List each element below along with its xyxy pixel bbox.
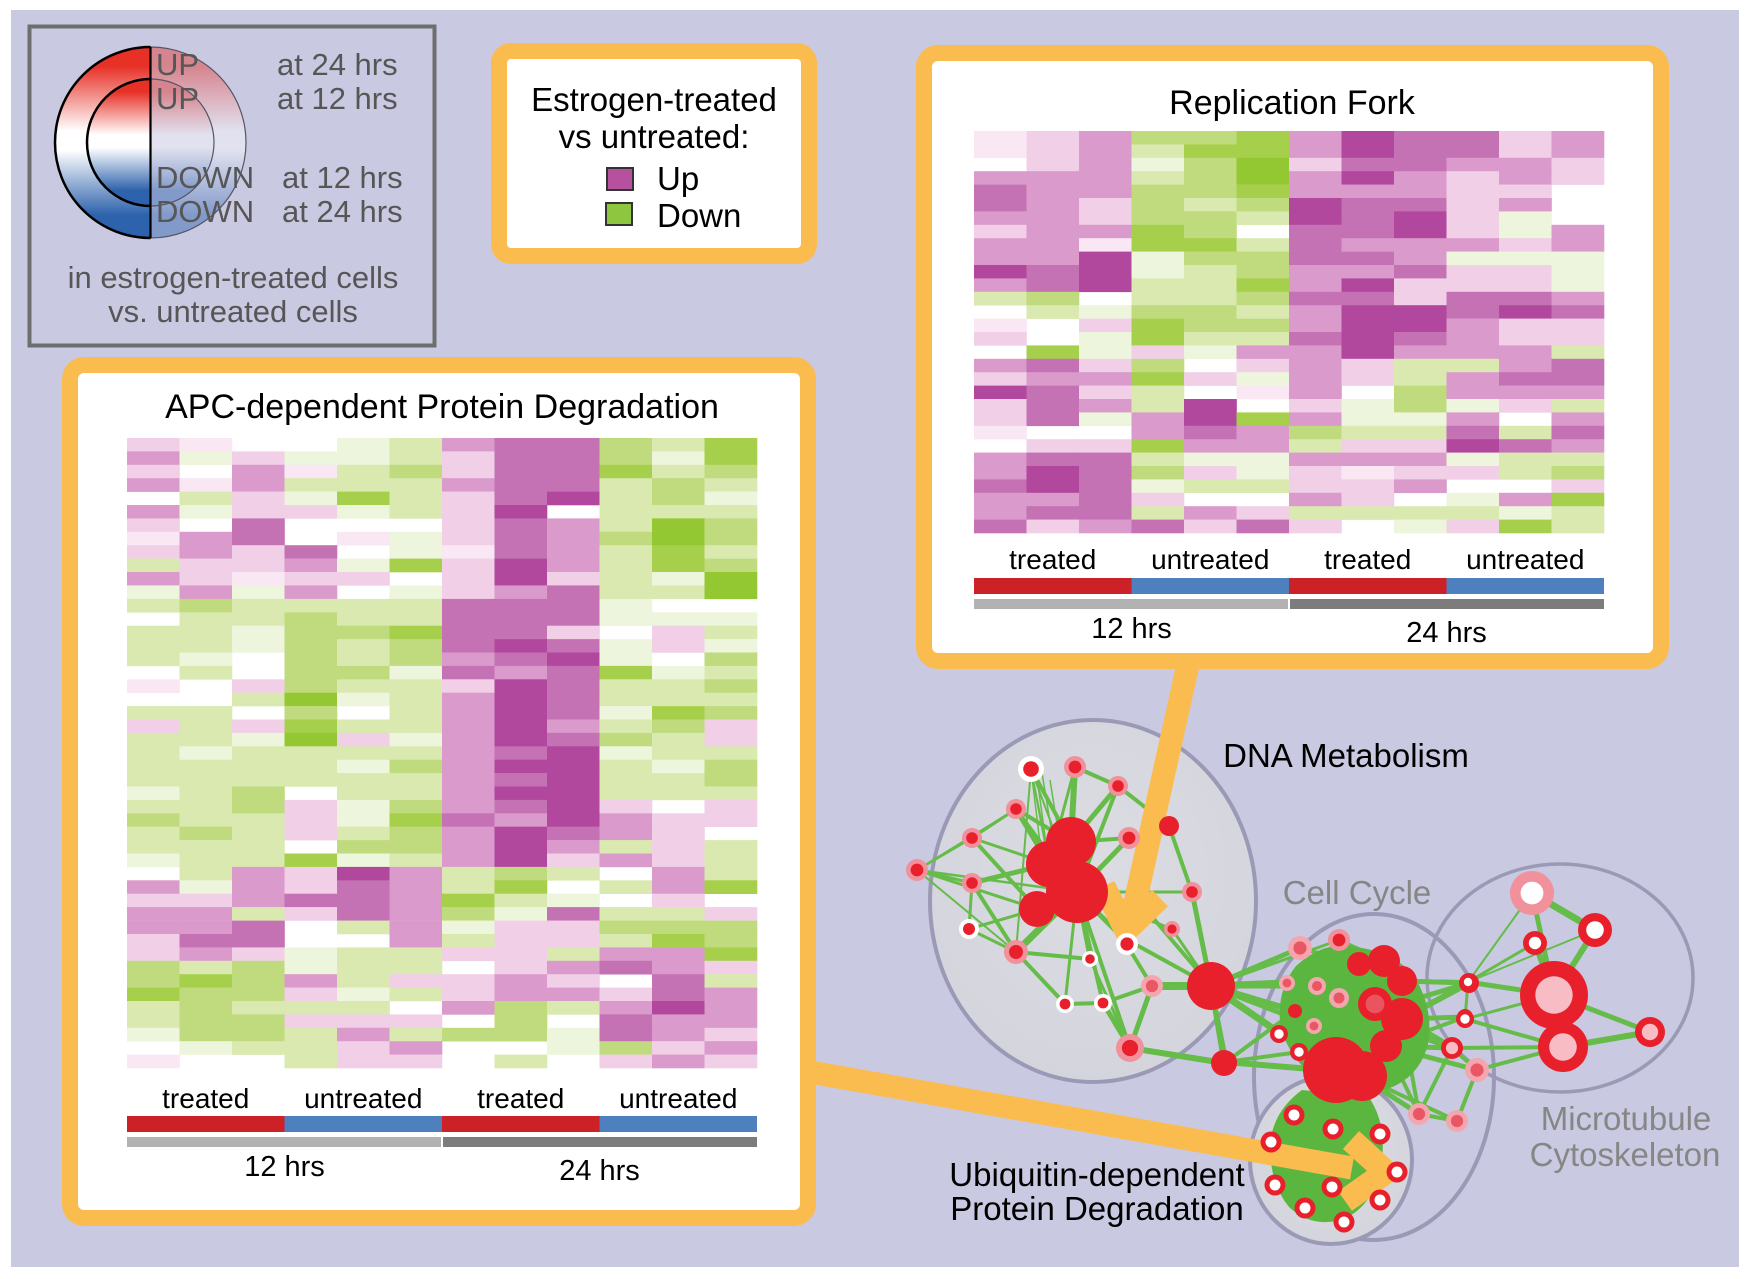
svg-text:Cell Cycle: Cell Cycle xyxy=(1283,874,1432,911)
svg-text:12 hrs: 12 hrs xyxy=(244,1151,325,1183)
svg-text:UP: UP xyxy=(156,47,199,82)
svg-text:Cytoskeleton: Cytoskeleton xyxy=(1530,1136,1721,1173)
svg-text:at 12 hrs: at 12 hrs xyxy=(277,81,398,116)
svg-text:at 24 hrs: at 24 hrs xyxy=(277,47,398,82)
svg-text:untreated: untreated xyxy=(1466,544,1584,575)
svg-text:24 hrs: 24 hrs xyxy=(1406,617,1487,649)
svg-text:in estrogen-treated cells: in estrogen-treated cells xyxy=(68,260,399,295)
svg-text:at 24 hrs: at 24 hrs xyxy=(282,194,403,229)
svg-text:UP: UP xyxy=(156,81,199,116)
svg-text:treated: treated xyxy=(1009,544,1096,575)
svg-text:vs. untreated cells: vs. untreated cells xyxy=(108,294,358,329)
svg-text:untreated: untreated xyxy=(304,1083,422,1114)
svg-text:24 hrs: 24 hrs xyxy=(559,1155,640,1187)
svg-text:untreated: untreated xyxy=(1151,544,1269,575)
svg-text:treated: treated xyxy=(477,1083,564,1114)
svg-text:DOWN: DOWN xyxy=(156,194,254,229)
svg-text:at 12 hrs: at 12 hrs xyxy=(282,160,403,195)
svg-text:Microtubule: Microtubule xyxy=(1541,1100,1712,1137)
svg-text:untreated: untreated xyxy=(619,1083,737,1114)
svg-text:vs untreated:: vs untreated: xyxy=(559,118,750,155)
svg-text:Up: Up xyxy=(657,160,699,197)
svg-text:treated: treated xyxy=(1324,544,1411,575)
svg-text:Down: Down xyxy=(657,197,741,234)
svg-text:Estrogen-treated: Estrogen-treated xyxy=(531,81,777,118)
svg-text:12 hrs: 12 hrs xyxy=(1091,613,1172,645)
svg-text:Ubiquitin-dependent: Ubiquitin-dependent xyxy=(949,1156,1244,1193)
svg-text:DOWN: DOWN xyxy=(156,160,254,195)
svg-text:APC-dependent Protein Degradat: APC-dependent Protein Degradation xyxy=(165,388,719,426)
svg-text:Replication Fork: Replication Fork xyxy=(1169,84,1416,122)
svg-text:DNA Metabolism: DNA Metabolism xyxy=(1223,737,1469,774)
svg-text:Protein Degradation: Protein Degradation xyxy=(950,1190,1244,1227)
svg-text:treated: treated xyxy=(162,1083,249,1114)
